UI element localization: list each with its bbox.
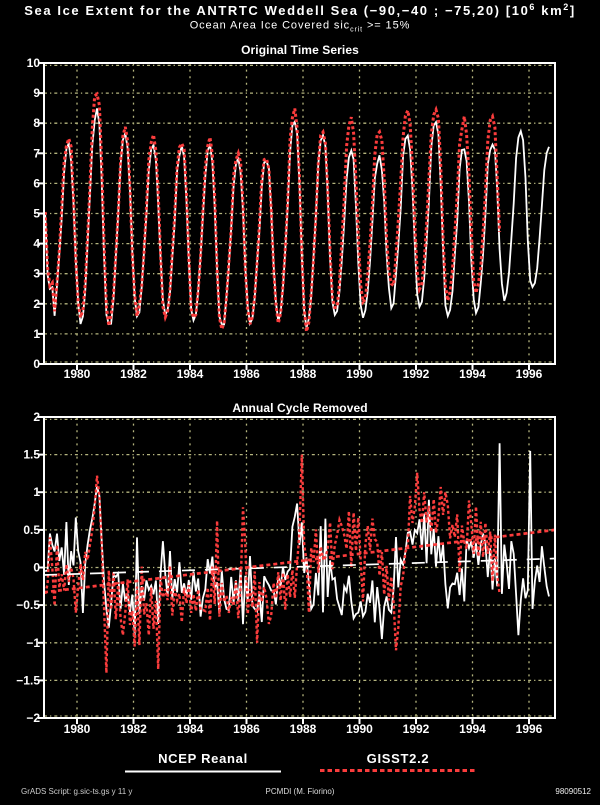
svg-text:8: 8 [33,116,40,130]
svg-text:−1.5: −1.5 [16,673,40,687]
svg-text:2: 2 [33,410,40,424]
svg-text:1980: 1980 [64,722,91,736]
svg-text:6: 6 [33,176,40,190]
svg-text:1990: 1990 [346,722,373,736]
svg-text:1: 1 [33,485,40,499]
svg-text:Ocean Area Ice Covered siccrit: Ocean Area Ice Covered siccrit >= 15% [190,20,411,34]
svg-text:1992: 1992 [403,722,430,736]
svg-text:1988: 1988 [290,722,317,736]
svg-text:0: 0 [33,561,40,575]
svg-text:1992: 1992 [403,367,430,381]
svg-text:1996: 1996 [516,367,543,381]
svg-text:1980: 1980 [64,367,91,381]
svg-text:−0.5: −0.5 [16,598,40,612]
svg-text:GISST2.2: GISST2.2 [367,751,430,766]
svg-text:10: 10 [27,56,41,70]
svg-text:1982: 1982 [120,722,147,736]
svg-text:1994: 1994 [459,367,486,381]
svg-text:1996: 1996 [516,722,543,736]
svg-text:GrADS Script: g.sic-ts.gs y 11: GrADS Script: g.sic-ts.gs y 11 y [21,787,132,796]
svg-text:4: 4 [33,237,40,251]
svg-text:7: 7 [33,146,40,160]
svg-text:1986: 1986 [233,367,260,381]
svg-text:0.5: 0.5 [23,523,40,537]
svg-text:98090512: 98090512 [555,787,591,796]
svg-text:1986: 1986 [233,722,260,736]
svg-text:3: 3 [33,267,40,281]
svg-text:1: 1 [33,327,40,341]
svg-text:NCEP Reanal: NCEP Reanal [158,751,248,766]
svg-text:5: 5 [33,207,40,221]
svg-text:2: 2 [33,297,40,311]
svg-text:1.5: 1.5 [23,448,40,462]
svg-text:Original Time Series: Original Time Series [241,43,359,57]
svg-text:1990: 1990 [346,367,373,381]
svg-text:1994: 1994 [459,722,486,736]
svg-text:Annual Cycle Removed: Annual Cycle Removed [232,401,367,415]
svg-text:1988: 1988 [290,367,317,381]
svg-text:−1: −1 [26,636,40,650]
svg-text:PCMDI (M. Fiorino): PCMDI (M. Fiorino) [266,787,335,796]
svg-text:0: 0 [33,357,40,371]
svg-text:Sea Ice Extent for the ANTRTC: Sea Ice Extent for the ANTRTC Weddell Se… [24,2,576,18]
svg-text:−2: −2 [26,711,40,725]
svg-text:1984: 1984 [177,722,204,736]
svg-text:9: 9 [33,86,40,100]
svg-text:1982: 1982 [120,367,147,381]
svg-text:1984: 1984 [177,367,204,381]
